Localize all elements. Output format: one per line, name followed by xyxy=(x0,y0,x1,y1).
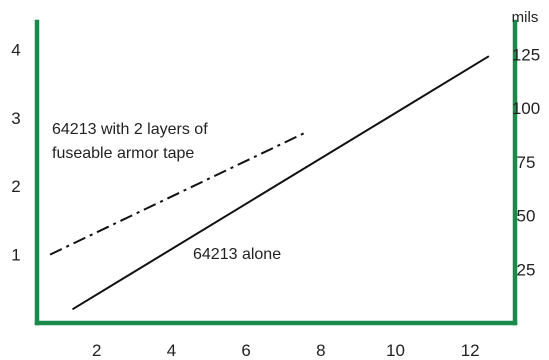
series-line-2 xyxy=(49,130,309,256)
series-line-1 xyxy=(71,55,490,311)
series-group xyxy=(49,55,490,311)
x-tick-label: 10 xyxy=(386,341,405,360)
y2-unit-label: mils xyxy=(512,9,539,26)
x-tick-labels: 2 4 6 8 10 12 xyxy=(92,341,480,360)
y2-tick-labels: 25 50 75 100 125 xyxy=(512,45,540,279)
x-tick-label: 12 xyxy=(461,341,480,360)
axes xyxy=(34,19,518,326)
y-tick-label: 2 xyxy=(11,177,20,196)
series-label-armor-tape: 64213 with 2 layers of xyxy=(52,121,208,138)
y2-tick-label: 100 xyxy=(512,99,540,118)
x-tick-label: 2 xyxy=(92,341,101,360)
series-label-armor-tape: fuseable armor tape xyxy=(52,145,194,162)
y-tick-labels: 1 2 3 4 xyxy=(11,40,20,264)
y2-tick-label: 50 xyxy=(517,207,536,226)
y-tick-label: 1 xyxy=(11,246,20,265)
y-tick-label: 4 xyxy=(11,40,20,59)
x-tick-label: 4 xyxy=(167,341,176,360)
x-tick-label: 6 xyxy=(241,341,250,360)
x-tick-label: 8 xyxy=(316,341,325,360)
y2-tick-label: 75 xyxy=(517,153,536,172)
series-label-alone: 64213 alone xyxy=(193,246,281,263)
y-tick-label: 3 xyxy=(11,109,20,128)
y2-tick-label: 125 xyxy=(512,45,540,64)
y2-tick-label: 25 xyxy=(517,260,536,279)
annotations: 64213 alone 64213 with 2 layers of fuseabl… xyxy=(52,121,281,263)
